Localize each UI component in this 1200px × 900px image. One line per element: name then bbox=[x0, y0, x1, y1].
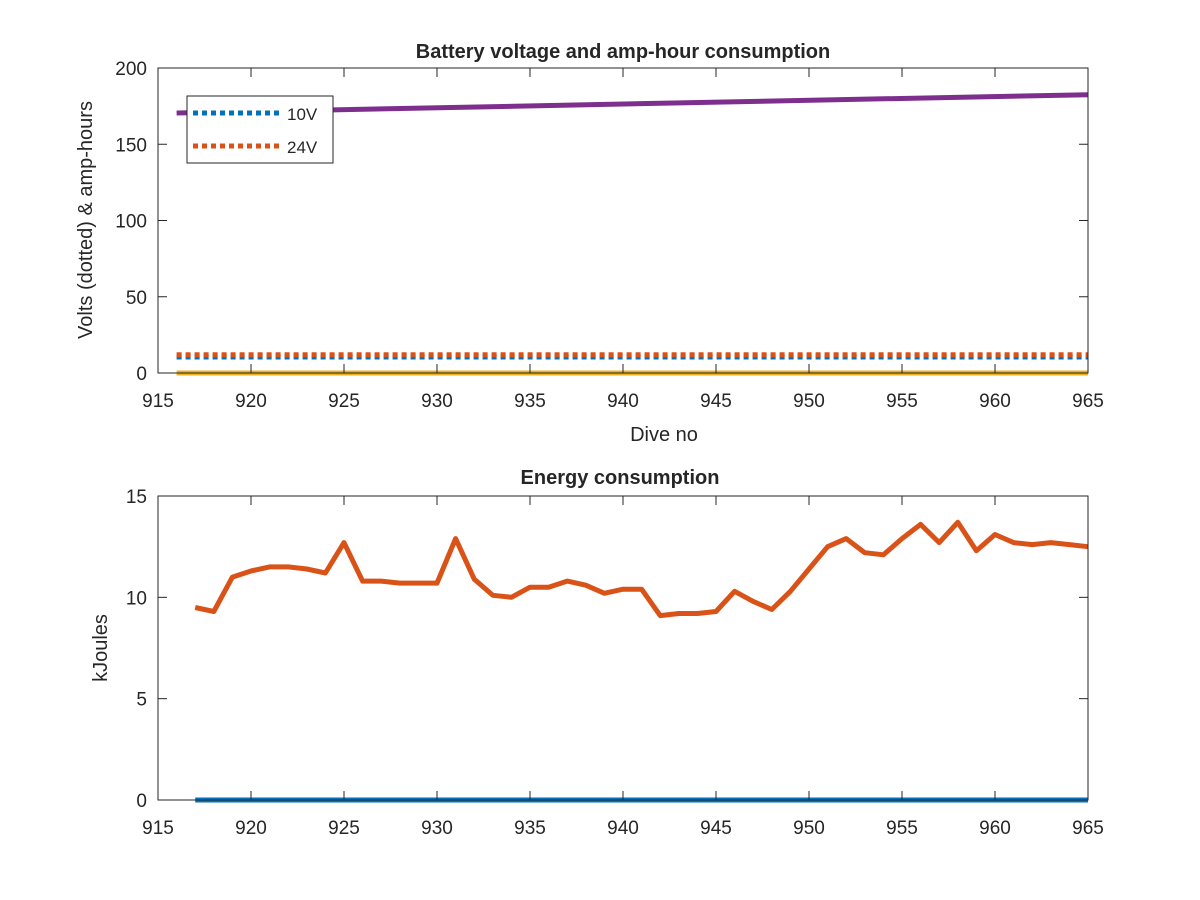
x-tick-label: 955 bbox=[886, 391, 918, 412]
x-tick-label: 965 bbox=[1072, 391, 1104, 412]
x-tick-label: 960 bbox=[979, 391, 1011, 412]
x-tick-label: 920 bbox=[235, 391, 267, 412]
x-tick-label: 960 bbox=[979, 818, 1011, 839]
plot-title: Battery voltage and amp-hour consumption bbox=[416, 41, 830, 63]
y-tick-label: 150 bbox=[115, 135, 147, 156]
x-tick-label: 920 bbox=[235, 818, 267, 839]
x-tick-label: 945 bbox=[700, 818, 732, 839]
y-axis-label: Volts (dotted) & amp-hours bbox=[75, 101, 97, 339]
x-tick-label: 950 bbox=[793, 818, 825, 839]
x-tick-label: 935 bbox=[514, 818, 546, 839]
x-tick-label: 955 bbox=[886, 818, 918, 839]
y-tick-label: 100 bbox=[115, 212, 147, 233]
x-tick-label: 925 bbox=[328, 818, 360, 839]
plot-title: Energy consumption bbox=[521, 467, 720, 489]
x-tick-label: 950 bbox=[793, 391, 825, 412]
axes-box bbox=[157, 495, 1089, 801]
x-tick-label: 930 bbox=[421, 391, 453, 412]
y-axis-label: kJoules bbox=[90, 614, 112, 682]
legend: 10V 24V bbox=[186, 95, 334, 164]
y-tick-label: 0 bbox=[136, 791, 147, 812]
x-tick-label: 915 bbox=[142, 391, 174, 412]
x-tick-label: 935 bbox=[514, 391, 546, 412]
x-tick-label: 965 bbox=[1072, 818, 1104, 839]
x-tick-label: 940 bbox=[607, 391, 639, 412]
x-axis-label: Dive no bbox=[630, 424, 698, 446]
ticks-layer: 915 920 925 930 935 940 945 950 955 960 965 0 50 100 1… bbox=[115, 59, 1104, 412]
voltage-amphour-plot: Battery voltage and amp-hour consumption… bbox=[75, 41, 1104, 446]
ticks-layer: 915 920 925 930 935 940 945 950 955 960 965 0 5 10 15 bbox=[126, 487, 1104, 839]
x-tick-label: 930 bbox=[421, 818, 453, 839]
axes-box bbox=[157, 67, 1089, 374]
x-tick-label: 915 bbox=[142, 818, 174, 839]
y-tick-label: 15 bbox=[126, 487, 147, 508]
x-tick-label: 925 bbox=[328, 391, 360, 412]
y-tick-label: 10 bbox=[126, 588, 147, 609]
legend-box bbox=[186, 95, 334, 164]
energy-consumption-plot: Energy consumption kJoules 915 920 925 930 9… bbox=[90, 467, 1104, 839]
series-line-1 bbox=[194, 519, 1089, 619]
legend-label-24v: 24V bbox=[287, 138, 318, 157]
y-tick-label: 200 bbox=[115, 59, 147, 80]
x-tick-label: 945 bbox=[700, 391, 732, 412]
legend-label-10v: 10V bbox=[287, 105, 318, 124]
y-tick-label: 0 bbox=[136, 364, 147, 385]
x-tick-label: 940 bbox=[607, 818, 639, 839]
y-tick-label: 5 bbox=[136, 690, 147, 711]
y-tick-label: 50 bbox=[126, 288, 147, 309]
